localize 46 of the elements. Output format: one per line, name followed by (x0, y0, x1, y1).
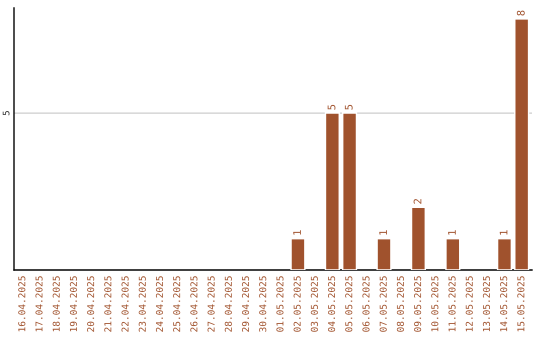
x-tick-label: 18.04.2025 (52, 276, 60, 332)
x-tick-label: 08.05.2025 (396, 276, 404, 332)
x-tick-label: 16.04.2025 (18, 276, 26, 332)
x-tick-label: 20.04.2025 (87, 276, 94, 332)
x-tick-label: 12.05.2025 (466, 276, 473, 332)
x-tick-label: 01.05.2025 (276, 276, 284, 332)
x-tick-label: 04.05.2025 (328, 276, 336, 332)
x-tick-label: 26.04.2025 (190, 276, 198, 332)
data-label: 8 (516, 10, 525, 16)
x-tick-label: 19.04.2025 (70, 276, 77, 332)
bar (496, 238, 512, 270)
data-label: 5 (328, 104, 336, 110)
x-tick-label: 03.05.2025 (310, 276, 318, 332)
x-tick-label: 25.04.2025 (173, 276, 180, 332)
x-tick-label: 28.04.2025 (224, 276, 232, 332)
x-tick-label: 15.05.2025 (517, 276, 524, 332)
bar (376, 238, 392, 270)
x-tick-label: 17.04.2025 (35, 276, 43, 332)
x-tick-label: 09.05.2025 (414, 276, 422, 332)
x-tick-label: 21.04.2025 (104, 276, 112, 332)
x-tick-label: 07.05.2025 (380, 276, 387, 332)
x-tick-label: 10.05.2025 (431, 276, 438, 332)
x-tick-label: 24.04.2025 (156, 276, 164, 332)
x-tick-label: 13.05.2025 (482, 276, 490, 332)
x-tick-label: 27.04.2025 (208, 276, 215, 332)
data-label: 1 (379, 230, 387, 235)
x-tick-label: 05.05.2025 (345, 276, 352, 332)
x-tick-label: 29.04.2025 (242, 276, 250, 332)
bar (445, 238, 460, 270)
bar (514, 18, 530, 270)
x-tick-label: 11.05.2025 (448, 276, 456, 332)
x-tick-label: 02.05.2025 (294, 276, 301, 332)
bar (290, 238, 306, 270)
x-tick-label: 30.04.2025 (259, 276, 266, 332)
x-tick-label: 23.04.2025 (138, 276, 146, 332)
x-tick-label: 14.05.2025 (500, 276, 508, 332)
bar (324, 112, 340, 270)
bar (410, 206, 426, 270)
data-label: 1 (500, 230, 508, 235)
data-label: 1 (293, 230, 301, 235)
bar (342, 112, 358, 270)
data-label: 5 (344, 104, 353, 110)
x-tick-label: 06.05.2025 (362, 276, 370, 332)
data-label: 2 (414, 199, 422, 204)
x-tick-label: 22.04.2025 (121, 276, 129, 332)
data-label: 1 (448, 230, 456, 235)
